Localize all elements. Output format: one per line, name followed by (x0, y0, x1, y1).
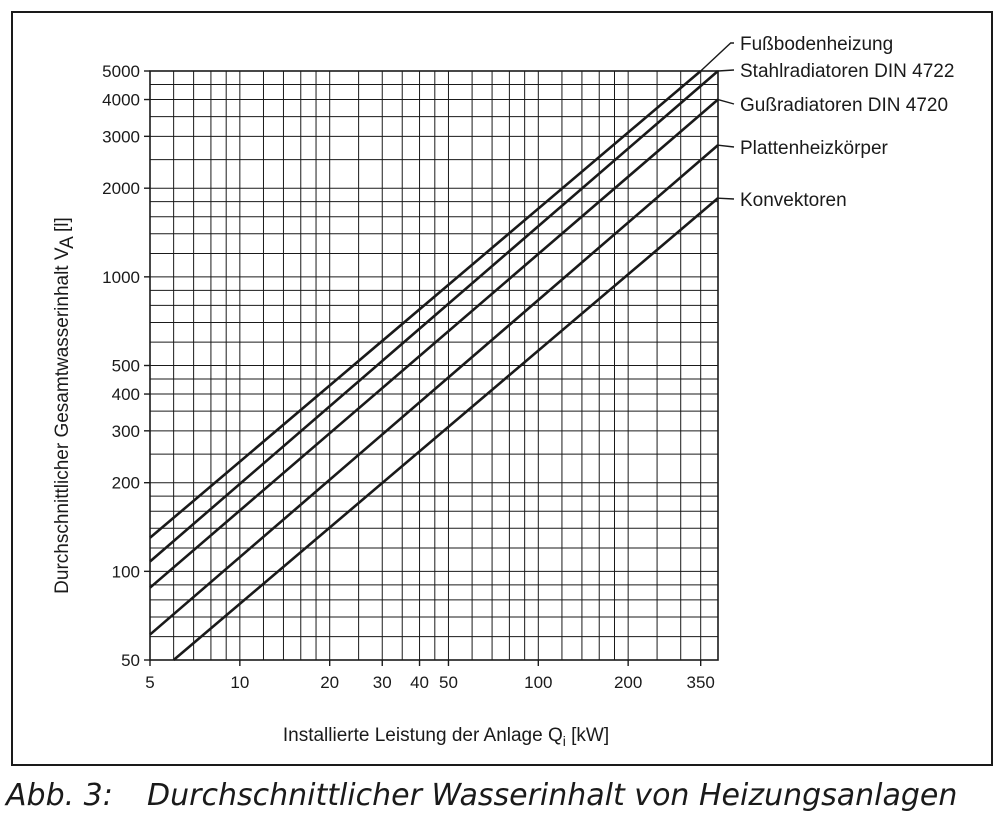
y-tick-label: 3000 (102, 127, 140, 146)
x-tick-label: 30 (373, 673, 392, 692)
y-axis-title-unit: [l] (52, 217, 73, 237)
y-axis-title: Durchschnittlicher Gesamtwasserinhalt VA… (52, 217, 78, 594)
legend-leader (717, 69, 735, 72)
series-lines (149, 70, 719, 661)
legend-label: Konvektoren (740, 190, 847, 211)
x-tick-label: 40 (410, 673, 429, 692)
y-tick-label: 50 (121, 651, 140, 670)
x-tick-label: 20 (320, 673, 339, 692)
legend-label: Gußradiatoren DIN 4720 (740, 95, 948, 116)
grid (149, 70, 719, 661)
y-tick-label: 200 (112, 474, 140, 493)
y-tick-label: 5000 (102, 62, 140, 81)
legend-label: Plattenheizkörper (740, 138, 889, 159)
chart-frame (11, 11, 993, 766)
y-tick-label: 4000 (102, 91, 140, 110)
series-line (149, 70, 719, 563)
legend-leader (700, 42, 734, 72)
legend-leader (717, 98, 735, 105)
y-tick-label: 2000 (102, 179, 140, 198)
y-tick-label: 400 (112, 385, 140, 404)
x-tick-label: 5 (145, 673, 154, 692)
y-tick-label: 500 (112, 357, 140, 376)
y-axis-title-subscript: A (57, 236, 78, 249)
caption-number: Abb. 3: (6, 778, 113, 813)
x-tick-label: 100 (524, 673, 552, 692)
x-tick-label: 10 (230, 673, 249, 692)
y-tick-label: 100 (112, 562, 140, 581)
series-line (149, 98, 719, 589)
legend-leader (717, 197, 735, 200)
x-tick-label: 50 (439, 673, 458, 692)
x-tick-label: 200 (614, 673, 642, 692)
x-axis-title: Installierte Leistung der Anlage Qi [kW] (283, 725, 609, 749)
legend: Fußbodenheizung Stahlradiatoren DIN 4722 G… (700, 34, 954, 211)
legend-label: Stahlradiatoren DIN 4722 (740, 61, 954, 82)
y-tick-label: 1000 (102, 268, 140, 287)
y-tick-label: 300 (112, 422, 140, 441)
series-line (149, 144, 719, 636)
caption-text: Durchschnittlicher Wasserinhalt von Heiz… (147, 778, 958, 813)
figure-caption: Abb. 3: Durchschnittlicher Wasserinhalt v… (6, 778, 957, 813)
series-line (172, 197, 719, 661)
x-tick-label: 350 (687, 673, 715, 692)
tick-labels: 5 10 20 30 40 50 100 200 350 50 100 200 300 400 500 100… (102, 62, 715, 692)
legend-label: Fußbodenheizung (740, 34, 893, 55)
series-line (149, 70, 702, 539)
legend-leader (717, 144, 735, 148)
x-axis-title-subscript: i (563, 733, 566, 749)
x-axis-title-unit: [kW] (566, 725, 609, 746)
